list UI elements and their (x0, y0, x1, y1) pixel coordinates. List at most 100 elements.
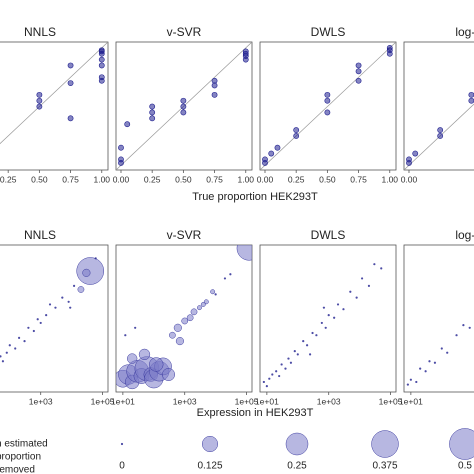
bubble (200, 301, 206, 307)
legend-bubble (120, 442, 124, 446)
panel-title: v-SVR (167, 228, 202, 242)
legend-bubble (449, 428, 474, 460)
bubble (355, 296, 358, 299)
bubble (126, 353, 138, 364)
bubble (8, 344, 11, 347)
x-axis-label: Expression in HEK293T (197, 407, 314, 419)
legend-bubble (285, 432, 309, 456)
x-tick-label: 0.25 (0, 174, 17, 184)
x-tick-label: 0.50 (319, 174, 336, 184)
bubble (173, 323, 182, 332)
bubble (360, 277, 364, 280)
point (293, 133, 300, 139)
point (67, 62, 74, 69)
point (355, 68, 362, 75)
bubble (72, 284, 76, 287)
panel-title: DWLS (311, 25, 346, 39)
panel-title: DWLS (311, 228, 346, 242)
legend-bubble (201, 435, 219, 453)
point (324, 97, 331, 104)
bubble (324, 326, 327, 329)
point (468, 97, 474, 104)
plot-area (116, 245, 252, 390)
x-tick-label: 1e+03 (317, 396, 341, 406)
bubble (280, 363, 283, 366)
panel-frame (403, 41, 474, 171)
bubble (373, 263, 376, 266)
bubble (311, 331, 314, 335)
x-tick-label: 0.50 (31, 174, 48, 184)
panel-title: log-no (455, 25, 474, 39)
point (242, 56, 249, 63)
bubble (455, 334, 458, 337)
point (437, 133, 444, 139)
bubble (462, 324, 465, 327)
bubble (322, 306, 326, 309)
point (324, 91, 331, 98)
bubble (17, 336, 21, 339)
bubble (61, 296, 64, 299)
bubble (69, 306, 72, 309)
bubble (45, 313, 48, 317)
x-tick-label: 0.00 (257, 174, 274, 184)
panel-frame (259, 244, 397, 393)
panel-title: NNLS (24, 228, 56, 242)
point (180, 97, 187, 104)
bubble (36, 318, 39, 321)
x-tick-label: 0.75 (206, 174, 223, 184)
bubble (308, 353, 312, 356)
bubble (278, 374, 281, 378)
plot-area (404, 91, 474, 170)
panel-title: v-SVR (167, 25, 202, 39)
x-tick-label: 0.25 (288, 174, 305, 184)
bubble (27, 326, 30, 329)
bubble (197, 305, 202, 311)
point (67, 115, 74, 122)
legend-text: removed (0, 465, 35, 474)
point (36, 97, 43, 104)
bubble (336, 303, 340, 306)
point (355, 77, 362, 84)
x-tick-label: 0.75 (62, 174, 79, 184)
x-tick-label: 1.00 (381, 174, 398, 184)
bubble (48, 303, 52, 306)
bubble (94, 257, 97, 260)
bubble (327, 313, 330, 317)
bubble (67, 300, 70, 303)
panel-title: NNLS (24, 25, 56, 39)
bubble (134, 326, 137, 329)
x-tick-label: 1e+05 (379, 396, 403, 406)
bubble (424, 370, 427, 373)
point (274, 144, 281, 151)
x-tick-label: 0.50 (175, 174, 192, 184)
plot-area (260, 42, 396, 170)
point (149, 115, 156, 122)
bubble (186, 314, 194, 322)
bubble (82, 268, 91, 277)
point (211, 91, 218, 98)
bubble (333, 316, 336, 319)
point (262, 156, 268, 163)
x-tick-label: 1e+01 (255, 396, 279, 406)
x-tick-label: 1e+01 (399, 396, 423, 406)
bubble (1, 360, 5, 363)
legend-label: 0.375 (372, 461, 397, 472)
panel-frame (403, 244, 474, 393)
bubble (223, 277, 227, 280)
bubble (77, 286, 85, 293)
point (437, 127, 444, 133)
x-tick-label: 0.75 (350, 174, 367, 184)
bubble (468, 326, 471, 329)
point (149, 103, 156, 110)
panel-title: log-no (455, 228, 474, 242)
point (67, 80, 74, 87)
bubble (229, 273, 232, 276)
bubble (315, 334, 318, 337)
bubble (149, 357, 164, 372)
bubble (162, 368, 176, 381)
bubble (284, 367, 287, 370)
point (268, 150, 275, 157)
bubble (76, 257, 105, 285)
identity-line (260, 42, 396, 170)
bubble (190, 308, 198, 316)
